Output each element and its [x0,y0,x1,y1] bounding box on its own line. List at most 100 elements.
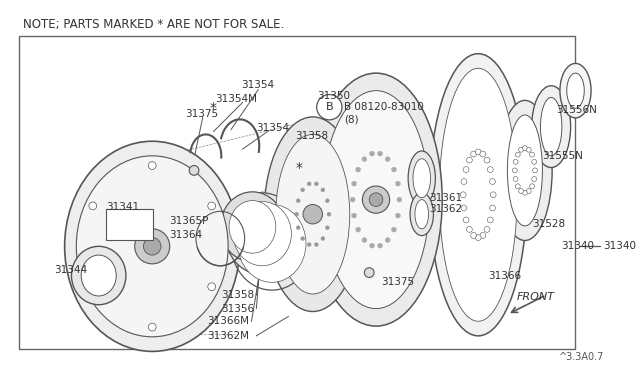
Circle shape [490,192,496,198]
Ellipse shape [264,117,362,311]
Circle shape [321,237,325,241]
Ellipse shape [310,73,442,326]
Text: 31375: 31375 [381,278,414,287]
Ellipse shape [233,202,291,266]
Circle shape [476,235,481,240]
Ellipse shape [532,86,571,167]
Text: B 08120-83010: B 08120-83010 [344,102,424,112]
Circle shape [532,160,536,164]
Circle shape [476,149,481,155]
Text: 31555N: 31555N [543,151,583,161]
Text: 31375: 31375 [186,109,218,119]
Circle shape [385,238,390,243]
Text: 31354M: 31354M [216,94,257,105]
Text: 31361: 31361 [429,193,463,203]
Circle shape [463,167,469,173]
Circle shape [522,190,527,195]
Circle shape [529,152,534,157]
Circle shape [362,186,390,213]
Circle shape [488,167,493,173]
Circle shape [513,168,517,173]
Text: B: B [326,102,333,112]
Ellipse shape [225,193,299,275]
Circle shape [296,199,300,203]
Ellipse shape [498,100,552,240]
Ellipse shape [276,134,349,294]
Circle shape [296,226,300,230]
Text: 31364: 31364 [169,230,202,240]
Text: (8): (8) [344,115,358,125]
Ellipse shape [508,115,543,226]
Circle shape [529,184,534,189]
Circle shape [385,157,390,161]
Circle shape [396,181,401,186]
Text: 31358: 31358 [221,290,254,300]
Ellipse shape [229,201,276,253]
Text: 31344: 31344 [54,265,87,275]
Circle shape [461,179,467,185]
Circle shape [515,184,520,189]
Ellipse shape [72,246,126,305]
Circle shape [301,237,305,241]
Bar [106,209,153,240]
Ellipse shape [540,97,562,156]
Text: FRONT: FRONT [517,292,555,302]
Circle shape [518,147,524,152]
Circle shape [208,283,216,291]
Circle shape [397,197,402,202]
Circle shape [89,202,97,210]
Text: 31354: 31354 [241,80,274,90]
Text: 31354: 31354 [257,123,289,132]
Ellipse shape [81,255,116,296]
Circle shape [294,212,298,216]
Circle shape [325,199,330,203]
Ellipse shape [413,159,431,198]
Circle shape [392,227,396,232]
Text: 31340: 31340 [561,241,594,251]
Text: 31366M: 31366M [207,316,250,326]
Ellipse shape [439,68,517,321]
Ellipse shape [429,54,527,336]
Circle shape [327,212,331,216]
Text: 31358: 31358 [295,131,328,141]
Circle shape [378,243,383,248]
Text: 31362: 31362 [429,204,463,214]
Text: *: * [210,101,217,115]
Text: 31356: 31356 [221,304,254,314]
Circle shape [396,213,401,218]
Bar [19,36,575,349]
Circle shape [369,193,383,206]
Text: 31350: 31350 [317,90,351,100]
Circle shape [490,205,495,211]
Circle shape [148,162,156,170]
Circle shape [369,151,374,156]
Text: 31365P: 31365P [169,216,208,226]
Circle shape [532,168,538,173]
Text: 31341: 31341 [106,202,140,212]
Circle shape [522,145,527,151]
Circle shape [378,151,383,156]
Text: 31528: 31528 [532,219,565,229]
Circle shape [89,283,97,291]
Circle shape [526,147,531,152]
Circle shape [314,243,318,247]
Circle shape [325,226,330,230]
Ellipse shape [410,193,433,235]
Ellipse shape [567,73,584,108]
Circle shape [303,205,323,224]
Ellipse shape [408,151,435,205]
Circle shape [314,182,318,186]
Circle shape [526,189,531,193]
Circle shape [307,243,311,247]
Ellipse shape [220,192,285,262]
Circle shape [356,227,360,232]
Ellipse shape [415,200,429,229]
Circle shape [467,227,472,232]
Circle shape [143,238,161,255]
Circle shape [484,157,490,163]
Circle shape [470,151,476,157]
Circle shape [463,217,469,223]
Circle shape [317,94,342,120]
Text: 31340: 31340 [603,241,636,251]
Ellipse shape [65,141,240,352]
